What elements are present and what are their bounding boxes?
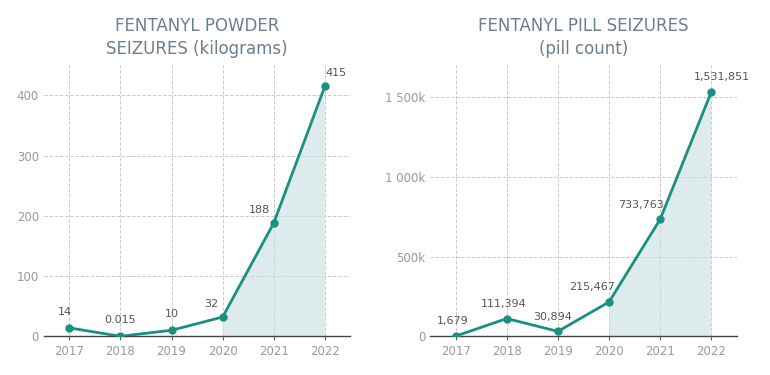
Text: 215,467: 215,467	[570, 282, 615, 292]
Text: 1,531,851: 1,531,851	[695, 72, 751, 82]
Text: 10: 10	[165, 309, 179, 319]
Polygon shape	[223, 87, 325, 336]
Text: 415: 415	[326, 68, 346, 78]
Text: 111,394: 111,394	[481, 299, 527, 309]
Text: 1,679: 1,679	[437, 316, 469, 326]
Polygon shape	[609, 92, 711, 336]
Text: 32: 32	[205, 299, 219, 309]
Text: 14: 14	[58, 307, 72, 317]
Title: FENTANYL POWDER
SEIZURES (kilograms): FENTANYL POWDER SEIZURES (kilograms)	[106, 16, 288, 58]
Text: 733,763: 733,763	[618, 200, 664, 210]
Text: 0.015: 0.015	[105, 315, 136, 325]
Title: FENTANYL PILL SEIZURES
(pill count): FENTANYL PILL SEIZURES (pill count)	[478, 16, 688, 58]
Text: 30,894: 30,894	[533, 312, 572, 322]
Text: 188: 188	[249, 205, 270, 215]
